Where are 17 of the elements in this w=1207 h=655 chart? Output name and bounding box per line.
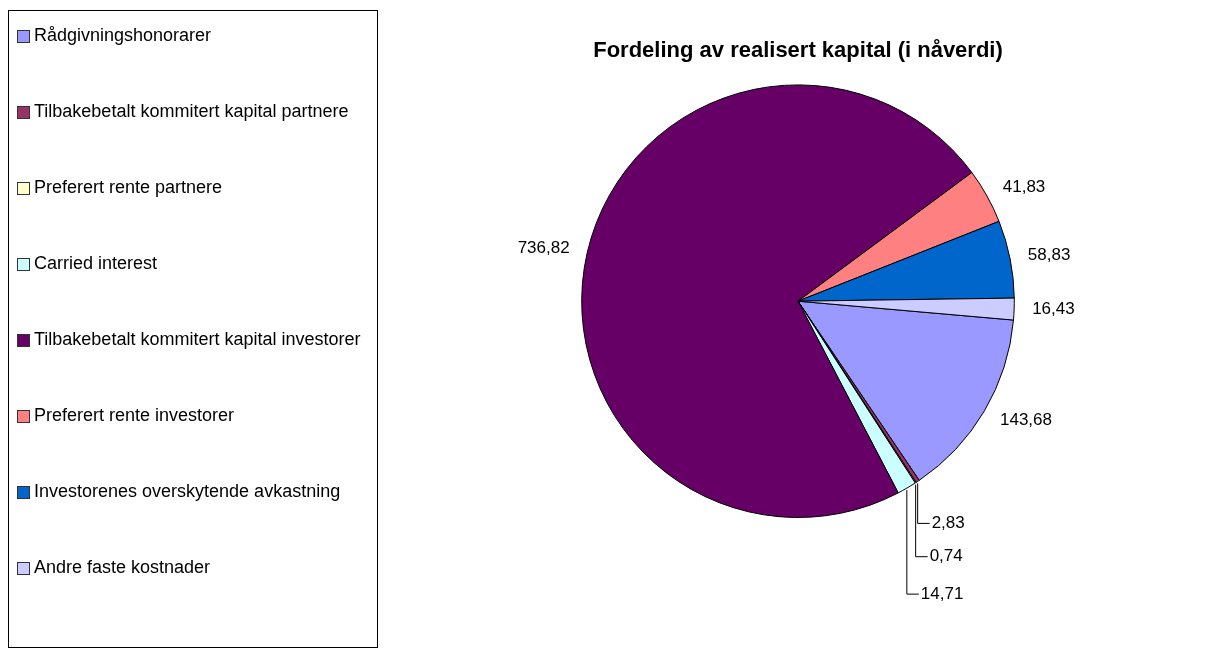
legend-label: Andre faste kostnader [34, 556, 211, 579]
legend-label: Tilbakebetalt kommitert kapital investorer [34, 328, 361, 351]
data-label: 16,43 [1032, 299, 1075, 319]
data-label: 14,71 [920, 583, 964, 603]
legend-label: Rådgivningshonorarer [34, 24, 212, 47]
legend-label: Preferert rente investorer [34, 404, 235, 427]
data-label: 736,82 [517, 238, 570, 258]
data-label: 58,83 [1027, 245, 1071, 265]
data-label: 2,83 [931, 513, 965, 533]
data-label: 0,74 [929, 546, 963, 566]
text: Fordeling av realisert kapital (i nåverdi) [593, 37, 1003, 63]
legend-label: Investorenes overskytende avkastning [34, 480, 341, 503]
legend-label: Carried interest [34, 252, 158, 275]
data-label: 143,68 [999, 409, 1052, 429]
legend-label: Preferert rente partnere [34, 176, 223, 199]
legend-label: Tilbakebetalt kommitert kapital partnere [34, 100, 349, 123]
data-label: 41,83 [1002, 177, 1046, 196]
